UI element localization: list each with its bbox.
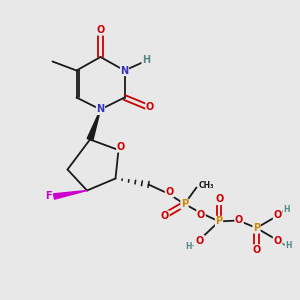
Text: O: O [117,142,125,152]
Polygon shape [87,110,101,140]
Text: O: O [196,236,204,246]
Text: O: O [273,210,282,220]
Polygon shape [53,190,87,199]
Text: O: O [146,102,154,112]
Text: O: O [165,187,174,197]
Text: P: P [253,223,260,233]
Text: H: H [142,55,150,65]
Text: N: N [120,65,129,76]
Text: O: O [252,245,261,255]
Text: H·: H· [185,242,194,251]
Text: O: O [273,236,282,246]
Text: H: H [285,242,292,250]
Text: CH₃: CH₃ [199,182,214,190]
Text: H: H [283,206,290,214]
Text: O: O [161,211,169,221]
Text: P: P [215,216,223,226]
Text: O: O [96,25,105,35]
Text: P: P [181,199,188,209]
Text: O: O [215,194,224,205]
Text: N: N [96,104,105,115]
Text: O: O [197,209,205,220]
Text: F: F [45,191,52,201]
Text: O: O [235,215,243,225]
